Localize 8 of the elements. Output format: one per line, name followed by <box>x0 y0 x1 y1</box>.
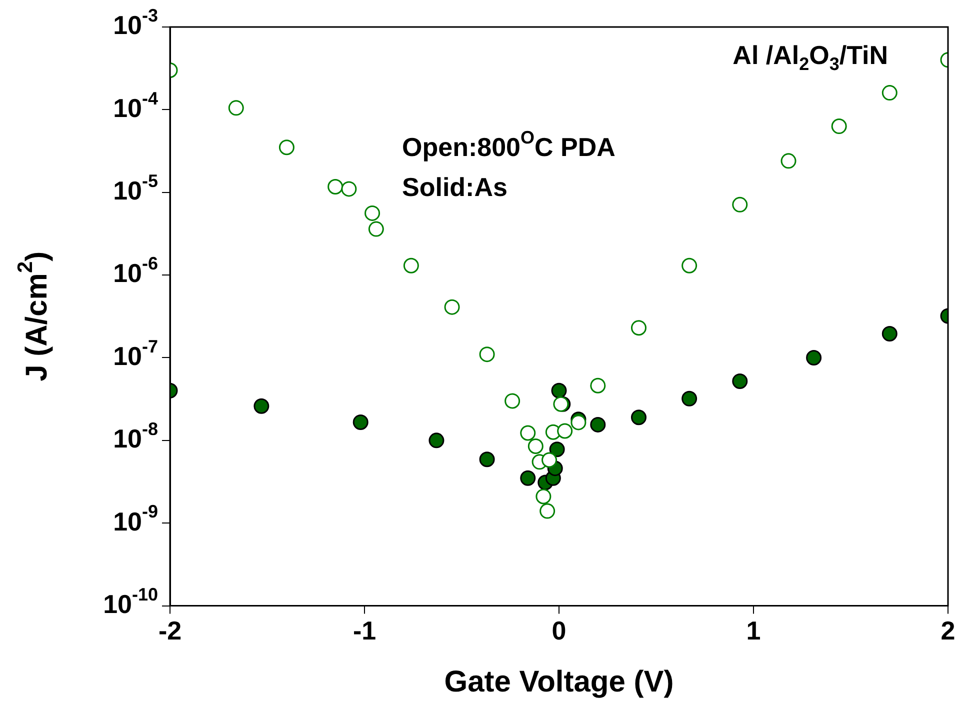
annotation: Solid:As <box>402 172 508 202</box>
x-tick-label: 1 <box>746 616 761 646</box>
x-tick-label: -2 <box>158 616 182 646</box>
x-tick-label: -1 <box>352 616 376 646</box>
x-tick-label: 0 <box>552 616 566 646</box>
x-tick-label: 2 <box>940 616 956 646</box>
y-axis-title: J (A/cm2) <box>14 251 54 382</box>
x-axis-title: Gate Voltage (V) <box>444 665 674 698</box>
